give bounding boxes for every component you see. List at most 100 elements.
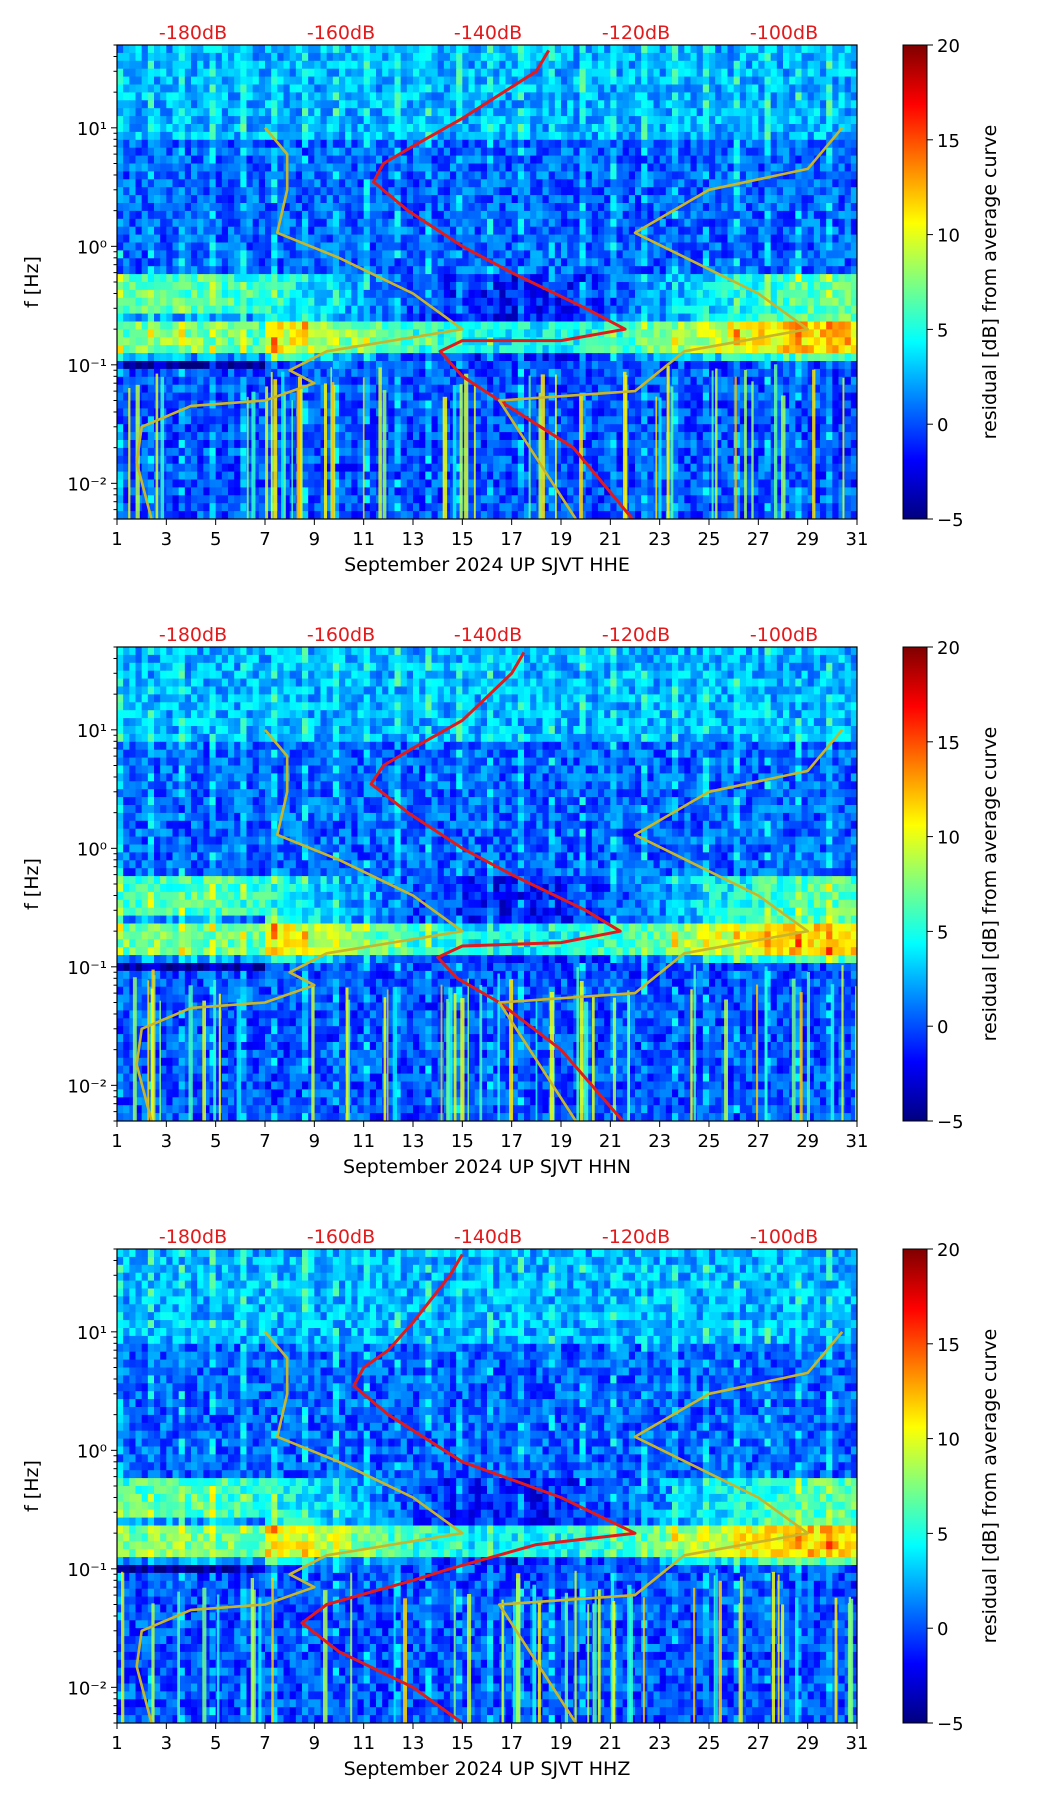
colorbar-tick-label: 20 <box>937 36 960 57</box>
y-tick-label: 10⁻¹ <box>67 356 107 377</box>
x-tick-label: 27 <box>747 1131 770 1152</box>
colorbar-label: residual [dB] from average curve <box>979 1329 1001 1644</box>
colorbar-tick-label: −5 <box>937 1112 964 1133</box>
colorbar-tick-label: 10 <box>937 828 960 849</box>
x-tick-label: 13 <box>402 1131 425 1152</box>
colorbar-tick-label: 5 <box>937 320 948 341</box>
db-scale-label: -180dB <box>159 1226 227 1248</box>
x-tick-label: 29 <box>796 1733 819 1754</box>
db-scale-label: -180dB <box>159 22 227 44</box>
x-tick-label: 31 <box>846 529 869 550</box>
x-tick-label: 9 <box>309 1733 320 1754</box>
heatmap-image <box>117 1249 857 1723</box>
x-tick-label: 1 <box>111 1131 122 1152</box>
spectrogram-panel-2: 1 3 5 7 9 11 13 15 17 19 21 23 25 27 29 3110⁻²10⁻¹10⁰10… <box>21 624 1001 1178</box>
x-tick-label: 1 <box>111 1733 122 1754</box>
db-scale-label: -100dB <box>750 624 818 646</box>
x-axis-label: September 2024 UP SJVT HHE <box>344 554 630 576</box>
y-tick-label: 10⁻¹ <box>67 958 107 979</box>
x-tick-label: 25 <box>698 1733 721 1754</box>
x-tick-label: 21 <box>599 1733 622 1754</box>
x-tick-label: 19 <box>550 1131 573 1152</box>
colorbar-label: residual [dB] from average curve <box>979 125 1001 440</box>
model-curve-1 <box>135 1330 464 1723</box>
x-tick-label: 5 <box>210 1733 221 1754</box>
x-tick-label: 17 <box>500 1733 523 1754</box>
x-tick-label: 29 <box>796 529 819 550</box>
model-curve-2 <box>498 126 844 519</box>
colorbar-tick-label: 0 <box>937 1017 948 1038</box>
x-tick-label: 15 <box>451 1131 474 1152</box>
spectrogram-panel-1: 1 3 5 7 9 11 13 15 17 19 21 23 25 27 29 3110⁻²10⁻¹10⁰10… <box>21 22 1001 576</box>
x-tick-label: 19 <box>550 1733 573 1754</box>
x-tick-label: 17 <box>500 529 523 550</box>
colorbar-label: residual [dB] from average curve <box>979 727 1001 1042</box>
db-scale-label: -140dB <box>454 624 522 646</box>
x-tick-label: 3 <box>161 1131 172 1152</box>
colorbar-tick-label: 0 <box>937 1619 948 1640</box>
x-tick-label: 25 <box>698 1131 721 1152</box>
model-curve-2 <box>498 1330 844 1723</box>
colorbar-tick-label: 15 <box>937 733 960 754</box>
x-tick-label: 23 <box>648 1733 671 1754</box>
colorbar-tick-label: 15 <box>937 131 960 152</box>
x-tick-label: 21 <box>599 1131 622 1152</box>
y-tick-label: 10¹ <box>77 119 107 140</box>
x-tick-label: 1 <box>111 529 122 550</box>
model-curve-1 <box>135 728 464 1121</box>
db-scale-label: -160dB <box>307 624 375 646</box>
colorbar-tick-label: −5 <box>937 1714 964 1735</box>
y-tick-label: 10⁻¹ <box>67 1560 107 1581</box>
x-tick-label: 27 <box>747 529 770 550</box>
x-tick-label: 13 <box>402 529 425 550</box>
x-tick-label: 27 <box>747 1733 770 1754</box>
model-curve-2 <box>498 728 844 1121</box>
db-scale-label: -100dB <box>750 22 818 44</box>
x-tick-label: 11 <box>352 1131 375 1152</box>
x-axis-label: September 2024 UP SJVT HHZ <box>344 1758 631 1780</box>
x-tick-label: 7 <box>259 529 270 550</box>
x-tick-label: 3 <box>161 1733 172 1754</box>
x-tick-label: 15 <box>451 1733 474 1754</box>
colorbar <box>902 44 928 520</box>
x-tick-label: 13 <box>402 1733 425 1754</box>
colorbar-tick-label: 15 <box>937 1335 960 1356</box>
colorbar-tick-label: 10 <box>937 226 960 247</box>
x-tick-label: 21 <box>599 529 622 550</box>
colorbar-tick-label: 20 <box>937 1240 960 1261</box>
colorbar-tick-label: 10 <box>937 1430 960 1451</box>
y-tick-label: 10¹ <box>77 1323 107 1344</box>
colorbar-tick-label: 5 <box>937 1524 948 1545</box>
colorbar-tick-label: 20 <box>937 638 960 659</box>
colorbar <box>902 646 928 1122</box>
x-tick-label: 19 <box>550 529 573 550</box>
colorbar-tick-label: 0 <box>937 415 948 436</box>
noise-curve <box>369 651 624 1121</box>
y-tick-label: 10¹ <box>77 721 107 742</box>
x-tick-label: 15 <box>451 529 474 550</box>
x-tick-label: 29 <box>796 1131 819 1152</box>
x-tick-label: 23 <box>648 1131 671 1152</box>
heatmap-image <box>117 647 857 1121</box>
y-tick-label: 10⁰ <box>77 237 107 258</box>
x-tick-label: 9 <box>309 1131 320 1152</box>
db-scale-label: -160dB <box>307 1226 375 1248</box>
model-curve-1 <box>135 126 464 519</box>
db-scale-label: -120dB <box>602 624 670 646</box>
x-tick-label: 31 <box>846 1131 869 1152</box>
db-scale-label: -100dB <box>750 1226 818 1248</box>
db-scale-label: -140dB <box>454 1226 522 1248</box>
x-tick-label: 11 <box>352 529 375 550</box>
y-tick-label: 10⁻² <box>67 1076 107 1097</box>
noise-curve <box>372 49 634 519</box>
y-tick-label: 10⁻² <box>67 474 107 495</box>
x-tick-label: 3 <box>161 529 172 550</box>
y-tick-label: 10⁰ <box>77 1441 107 1462</box>
db-scale-label: -140dB <box>454 22 522 44</box>
colorbar-tick-label: 5 <box>937 922 948 943</box>
db-scale-label: -120dB <box>602 1226 670 1248</box>
x-tick-label: 23 <box>648 529 671 550</box>
x-tick-label: 9 <box>309 529 320 550</box>
y-tick-label: 10⁰ <box>77 839 107 860</box>
